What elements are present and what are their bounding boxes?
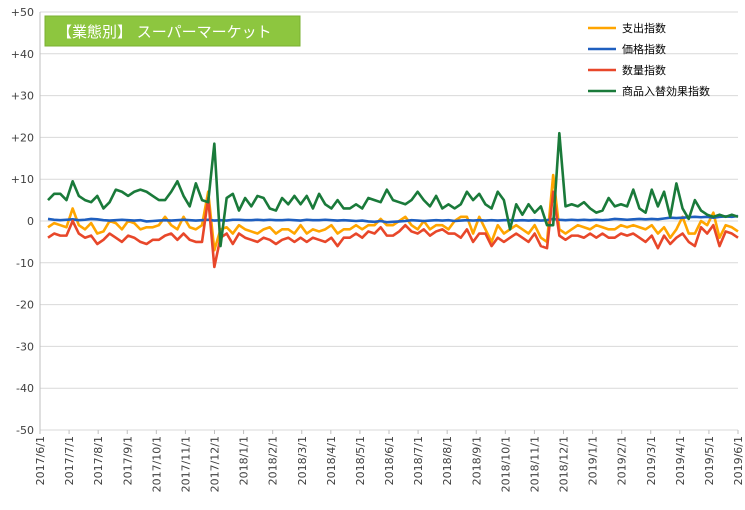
x-tick-label: 2018/11/1 — [528, 436, 541, 492]
x-tick-label: 2017/8/1 — [92, 436, 105, 485]
series-line-0 — [47, 173, 739, 252]
x-tick-label: 2018/12/1 — [558, 436, 571, 492]
x-tick-label: 2019/6/1 — [732, 436, 745, 485]
legend-label-2: 数量指数 — [622, 63, 666, 77]
y-tick-label: -50 — [16, 424, 34, 437]
legend-label-0: 支出指数 — [622, 21, 666, 35]
x-tick-label: 2018/1/1 — [238, 436, 251, 485]
legend-label-1: 価格指数 — [622, 42, 666, 56]
x-tick-label: 2018/2/1 — [267, 436, 280, 485]
title-background — [44, 15, 301, 47]
chart-title: 【業態別】 スーパーマーケット — [57, 23, 272, 41]
x-tick-label: 2018/3/1 — [296, 436, 309, 485]
x-tick-label: 2019/2/1 — [616, 436, 629, 485]
x-tick-label: 2017/11/1 — [179, 436, 192, 492]
x-tick-label: 2017/6/1 — [34, 436, 47, 485]
series-line-3 — [47, 131, 739, 248]
x-tick-label: 2019/1/1 — [587, 436, 600, 485]
x-tick-label: 2017/7/1 — [63, 436, 76, 485]
y-tick-label: +40 — [11, 48, 34, 61]
x-tick-label: 2017/10/1 — [150, 436, 163, 492]
series-line-1 — [47, 214, 739, 224]
chart-title-box: 【業態別】 スーパーマーケット — [44, 15, 301, 47]
series-line-2 — [47, 190, 739, 269]
y-tick-label: +10 — [11, 173, 34, 186]
legend-label-3: 商品入替効果指数 — [622, 84, 710, 98]
x-tick-label: 2017/12/1 — [209, 436, 222, 492]
x-tick-label: 2019/3/1 — [645, 436, 658, 485]
x-tick-label: 2018/6/1 — [383, 436, 396, 485]
y-tick-label: -30 — [16, 340, 34, 353]
x-tick-label: 2018/5/1 — [354, 436, 367, 485]
y-tick-label: -10 — [16, 257, 34, 270]
y-tick-label: -20 — [16, 299, 34, 312]
x-tick-label: 2018/9/1 — [470, 436, 483, 485]
y-tick-label: +20 — [11, 131, 34, 144]
x-tick-label: 2018/7/1 — [412, 436, 425, 485]
x-tick-label: 2019/4/1 — [674, 436, 687, 485]
y-tick-label: +30 — [11, 90, 34, 103]
x-tick-label: 2018/10/1 — [499, 436, 512, 492]
y-tick-label: 0 — [27, 215, 34, 228]
x-tick-label: 2018/4/1 — [325, 436, 338, 485]
x-tick-label: 2017/9/1 — [121, 436, 134, 485]
x-tick-label: 2019/5/1 — [703, 436, 716, 485]
x-tick-label: 2018/8/1 — [441, 436, 454, 485]
y-tick-label: -40 — [16, 382, 34, 395]
y-tick-label: +50 — [11, 6, 34, 19]
series-lines — [47, 131, 739, 269]
